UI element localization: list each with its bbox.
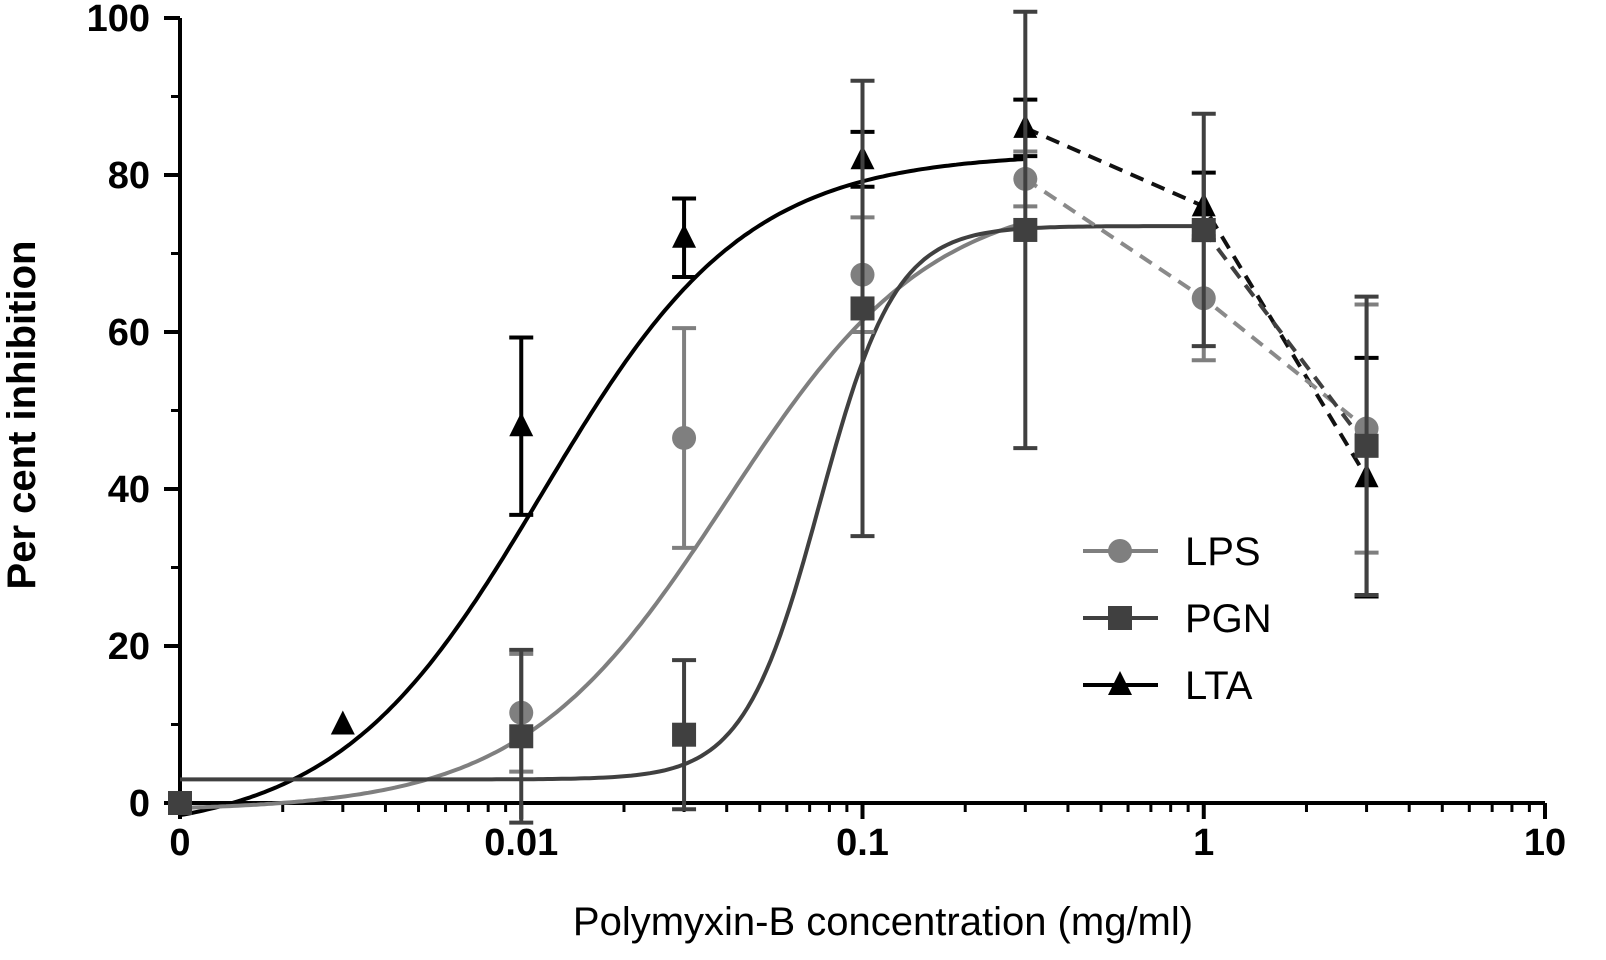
lps-fit-curve (179, 220, 1026, 810)
x-tick-label: 0 (169, 822, 190, 864)
pgn-fit-curve (180, 224, 1204, 782)
x-tick-label: 10 (1524, 822, 1566, 864)
y-axis-title: Per cent inhibition (0, 241, 44, 590)
lta-point (509, 412, 534, 437)
y-tick-label: 40 (108, 469, 150, 511)
pgn-dashed-line (1202, 228, 1369, 448)
legend: LPS PGN LTA (1083, 530, 1272, 708)
pgn-point (850, 296, 875, 321)
lta-point (330, 710, 355, 735)
axes: 0 20 40 60 80 100 0 0.01 0.1 1 10 (87, 0, 1567, 864)
pgn-point (672, 722, 697, 747)
legend-marker-lps (1108, 539, 1132, 563)
legend-label-pgn: PGN (1185, 597, 1272, 641)
x-tick-label: 0.1 (836, 822, 889, 864)
lps-point (672, 425, 697, 450)
y-tick-label: 80 (108, 155, 150, 197)
y-tick-label: 0 (129, 783, 150, 825)
pgn-point (168, 791, 192, 815)
y-tick-label: 60 (108, 312, 150, 354)
lta-fit-curve (179, 157, 1026, 817)
legend-label-lps: LPS (1185, 530, 1261, 574)
x-tick-label: 0.01 (484, 822, 558, 864)
legend-label-lta: LTA (1185, 664, 1253, 708)
pgn-point (1191, 217, 1216, 242)
series-layer (168, 9, 1379, 825)
legend-marker-lta (1108, 671, 1132, 695)
pgn-point (1013, 217, 1038, 242)
x-tick-label: 1 (1193, 822, 1214, 864)
y-tick-label: 20 (108, 626, 150, 668)
pgn-point (1354, 433, 1379, 458)
x-axis-title: Polymyxin-B concentration (mg/ml) (573, 900, 1193, 944)
pgn-point (509, 724, 534, 749)
legend-marker-pgn (1108, 606, 1132, 630)
y-tick-label: 100 (87, 0, 150, 40)
lta-point (672, 223, 697, 248)
